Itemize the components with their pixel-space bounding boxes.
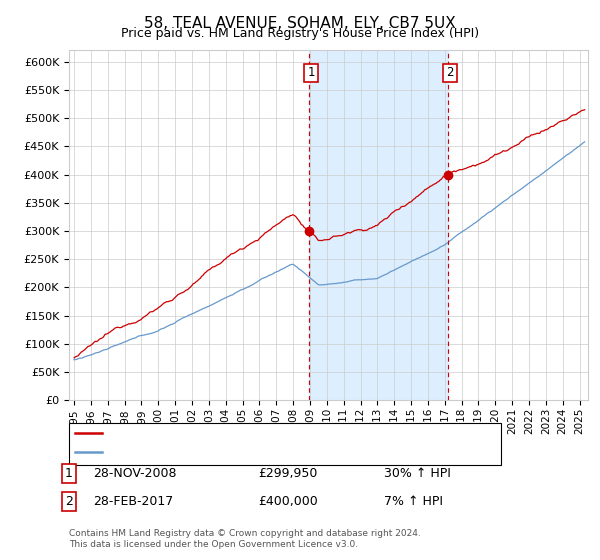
Text: 1: 1 [307,67,315,80]
Bar [308,50,448,400]
Text: 28-FEB-2017: 28-FEB-2017 [93,494,173,508]
Text: 2: 2 [65,494,73,508]
Text: Contains HM Land Registry data © Crown copyright and database right 2024.
This d: Contains HM Land Registry data © Crown c… [69,529,421,549]
Text: 7% ↑ HPI: 7% ↑ HPI [384,494,443,508]
Text: 28-NOV-2008: 28-NOV-2008 [93,466,176,480]
Text: 1: 1 [65,466,73,480]
Text: 2: 2 [446,67,454,80]
Text: £400,000: £400,000 [258,494,318,508]
Text: Price paid vs. HM Land Registry's House Price Index (HPI): Price paid vs. HM Land Registry's House … [121,27,479,40]
Text: £299,950: £299,950 [258,466,317,480]
Text: 30% ↑ HPI: 30% ↑ HPI [384,466,451,480]
Text: 58, TEAL AVENUE, SOHAM, ELY, CB7 5UX: 58, TEAL AVENUE, SOHAM, ELY, CB7 5UX [144,16,456,31]
Text: HPI: Average price, detached house, East Cambridgeshire: HPI: Average price, detached house, East… [108,447,424,457]
Text: 58, TEAL AVENUE, SOHAM, ELY, CB7 5UX (detached house): 58, TEAL AVENUE, SOHAM, ELY, CB7 5UX (de… [108,428,431,438]
